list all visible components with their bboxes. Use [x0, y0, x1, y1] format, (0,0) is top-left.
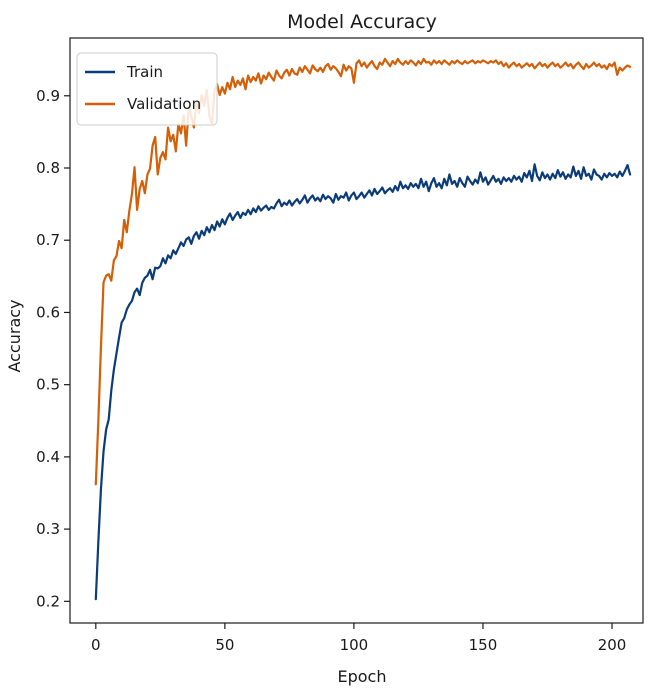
chart-title: Model Accuracy [287, 11, 437, 33]
y-tick-label: 0.8 [36, 159, 60, 177]
legend-label-train: Train [126, 63, 163, 81]
series-line-validation [94, 57, 632, 486]
x-tick-label: 150 [469, 636, 498, 654]
legend: Train Validation [76, 52, 218, 126]
x-tick-label: 200 [598, 636, 627, 654]
y-tick-label: 0.5 [36, 376, 60, 394]
y-tick-label: 0.6 [36, 303, 60, 321]
y-tick-label: 0.7 [36, 231, 60, 249]
plot-area: 0 50 100 150 200 0.2 0.3 0.4 0.5 0.6 0.7 0.8 0.9 Trai… [36, 37, 644, 654]
y-tick-label: 0.4 [36, 448, 60, 466]
x-tick-label: 100 [340, 636, 369, 654]
x-tick-label: 50 [215, 636, 234, 654]
series-line-train [94, 163, 632, 601]
y-axis-label: Accuracy [5, 299, 24, 372]
legend-label-validation: Validation [127, 95, 201, 113]
y-tick-label: 0.2 [36, 592, 60, 610]
y-tick-label: 0.3 [36, 520, 60, 538]
plot-frame [69, 37, 644, 624]
y-tick-label: 0.9 [36, 87, 60, 105]
x-axis-label: Epoch [338, 667, 387, 686]
x-tick-label: 0 [91, 636, 101, 654]
